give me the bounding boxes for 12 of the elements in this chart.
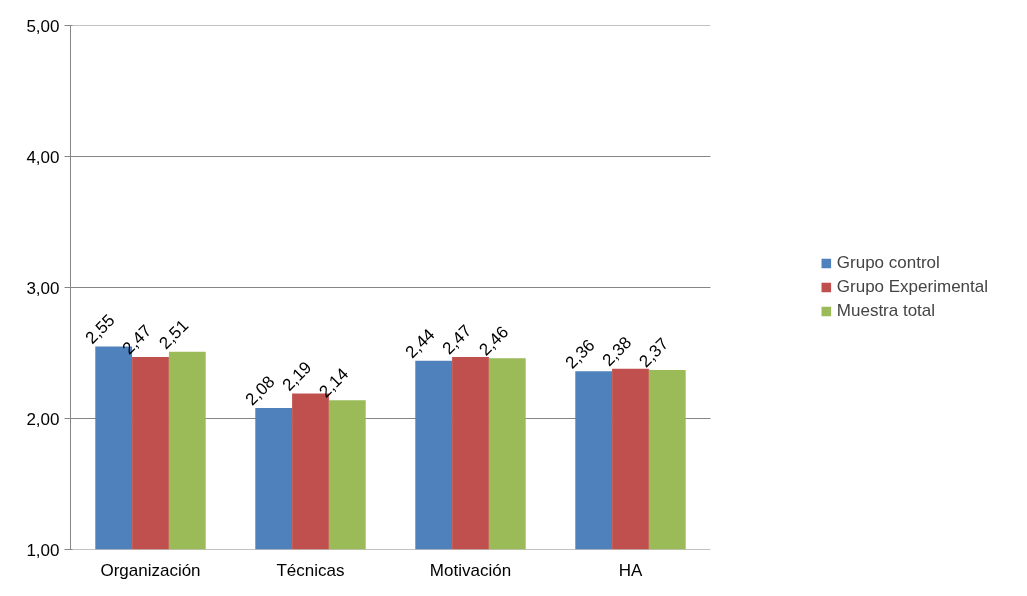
y-tick-label: 5,00 bbox=[26, 16, 60, 36]
legend-label: Grupo control bbox=[836, 253, 940, 273]
x-tick-label: Organización bbox=[100, 560, 201, 580]
y-tick-label: 4,00 bbox=[26, 147, 60, 167]
legend-label: Grupo Experimental bbox=[836, 277, 988, 297]
x-tick-label: Técnicas bbox=[276, 560, 345, 580]
x-tick-label: HA bbox=[618, 560, 643, 580]
y-tick-label: 1,00 bbox=[26, 540, 60, 560]
legend-label: Muestra total bbox=[836, 301, 936, 321]
y-tick-label: 3,00 bbox=[26, 278, 60, 298]
y-tick-label: 2,00 bbox=[26, 409, 60, 429]
x-tick-label: Motivación bbox=[429, 560, 512, 580]
